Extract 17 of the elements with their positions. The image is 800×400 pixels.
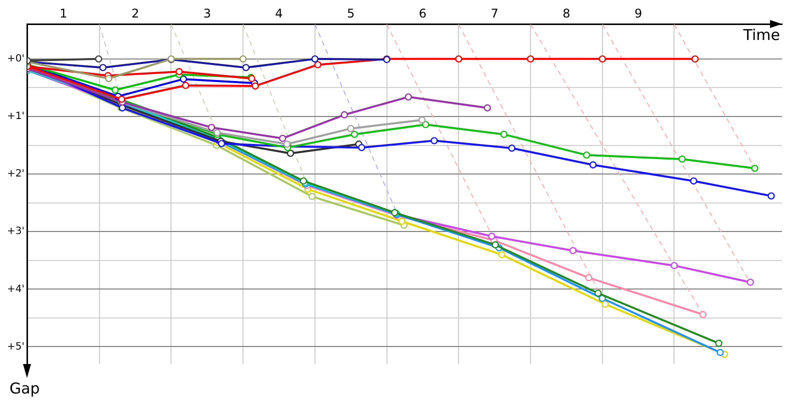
y-tick-label: +4' — [6, 284, 24, 295]
x-tick-label: 9 — [634, 6, 642, 20]
y-axis-title: Gap — [9, 379, 40, 398]
x-tick-label: 4 — [275, 6, 283, 20]
x-axis-title: Time — [742, 26, 780, 44]
y-tick-label: +2' — [6, 168, 24, 180]
y-tick-label: +3' — [6, 226, 24, 238]
x-tick-label: 5 — [347, 6, 355, 20]
y-tick-label: +0' — [6, 54, 24, 65]
x-tick-label: 6 — [418, 6, 427, 20]
y-tick-label: +1' — [6, 111, 24, 122]
x-tick-label: 2 — [131, 6, 140, 20]
x-tick-label: 8 — [562, 6, 570, 20]
x-tick-label: 7 — [490, 6, 498, 20]
x-tick-label: 1 — [60, 6, 68, 20]
y-tick-label: +5' — [6, 341, 24, 352]
x-tick-label: 3 — [203, 6, 211, 20]
